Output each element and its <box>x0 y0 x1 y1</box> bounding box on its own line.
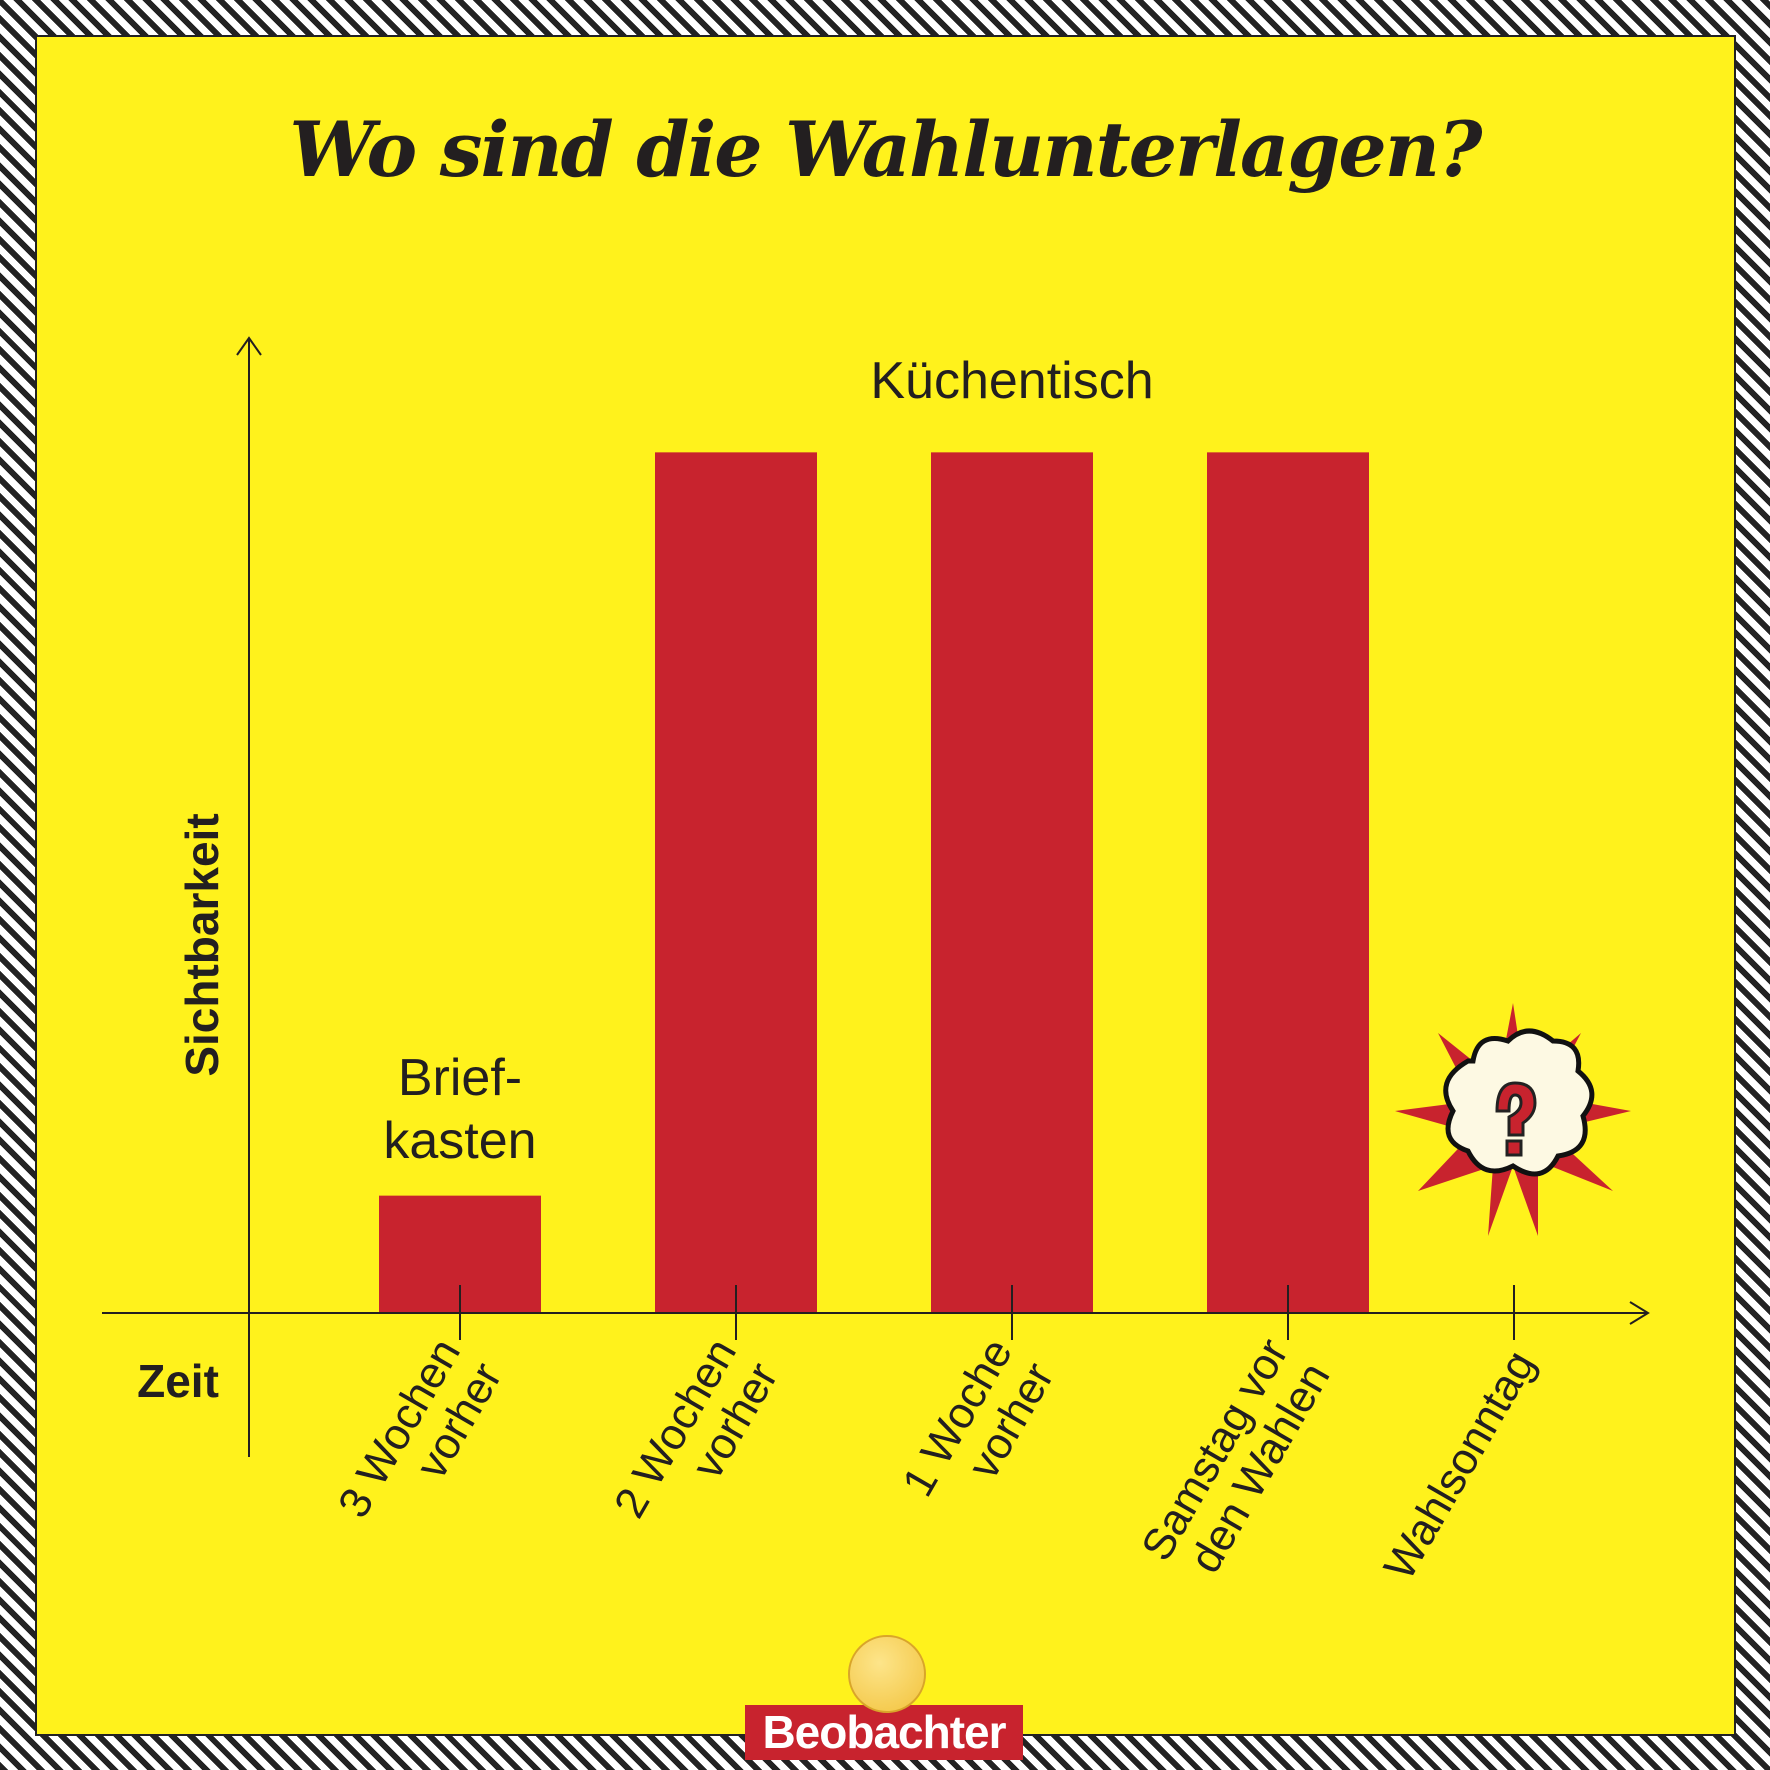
beobachter-logo: Beobachter <box>745 1705 1023 1760</box>
y-axis-arrow <box>236 336 262 356</box>
annotation-briefkasten: Brief- <box>398 1049 522 1107</box>
y-axis-label: Sichtbarkeit <box>176 813 228 1076</box>
x-axis-label: Zeit <box>137 1355 219 1407</box>
chart-title: Wo sind die Wahlunterlagen? <box>289 105 1482 194</box>
winking-face-icon <box>848 1635 926 1713</box>
x-axis-arrow <box>1629 1301 1650 1325</box>
x-tick-label: 2 Wochenvorher <box>605 1331 788 1550</box>
x-tick-label: Wahlsonntag <box>1375 1343 1545 1589</box>
x-tick-label: Samstag vorden Wahlen <box>1132 1331 1339 1593</box>
annotation-kuechentisch: Küchentisch <box>870 352 1153 410</box>
bar <box>931 452 1093 1313</box>
annotation-briefkasten: kasten <box>383 1112 536 1170</box>
question-mark-burst-icon <box>1395 1003 1631 1236</box>
x-tick-label: 3 Wochenvorher <box>329 1331 512 1550</box>
chart-panel <box>35 35 1736 1736</box>
x-tick-label: 1 Wochevorher <box>893 1331 1063 1529</box>
bar <box>1207 452 1369 1313</box>
bar <box>655 452 817 1313</box>
